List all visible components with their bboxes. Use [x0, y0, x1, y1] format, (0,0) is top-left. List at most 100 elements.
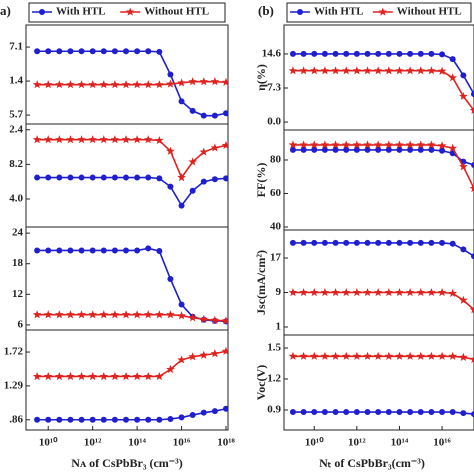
star-marker: [427, 140, 436, 149]
y-tick-label: 18: [12, 257, 24, 269]
y-tick-label: 80: [270, 154, 282, 166]
legend-label: Without HTL: [144, 6, 209, 18]
star-marker: [155, 310, 164, 319]
circle-marker: [89, 48, 96, 55]
star-marker: [448, 143, 457, 152]
circle-marker: [67, 174, 74, 181]
star-marker: [288, 140, 298, 149]
circle-marker: [407, 409, 414, 416]
circle-marker: [471, 411, 474, 418]
panel-label: a): [0, 3, 11, 18]
circle-marker: [211, 112, 218, 119]
star-marker: [437, 66, 447, 75]
circle-marker: [89, 174, 96, 181]
circle-marker: [321, 146, 328, 153]
star-marker: [427, 351, 436, 360]
y-tick-label: .86: [9, 413, 23, 425]
star-marker: [177, 311, 186, 320]
star-marker: [363, 140, 372, 149]
star-marker: [43, 371, 53, 381]
circle-marker: [167, 183, 174, 190]
circle-marker: [200, 409, 207, 416]
star-marker: [121, 80, 131, 89]
star-marker: [299, 288, 308, 297]
star-marker: [309, 288, 319, 297]
star-marker: [459, 91, 468, 101]
y-tick-label: 2.4: [9, 123, 23, 135]
star-marker: [66, 371, 75, 381]
circle-marker: [396, 239, 403, 246]
circle-marker: [189, 107, 196, 114]
star-marker: [132, 135, 142, 144]
circle-marker: [471, 253, 474, 260]
x-tick-label: 10¹²: [84, 437, 102, 449]
star-marker: [32, 310, 42, 319]
star-marker: [166, 79, 175, 88]
circle-marker: [89, 416, 96, 423]
star-marker: [341, 140, 351, 149]
star-marker: [469, 105, 474, 115]
circle-marker: [134, 174, 141, 181]
star-marker: [199, 350, 209, 359]
star-marker: [121, 135, 131, 144]
circle-marker: [417, 50, 424, 57]
circle-marker: [300, 146, 307, 153]
y-tick-label: 60: [270, 187, 282, 199]
star-marker: [77, 310, 86, 319]
star-marker: [43, 310, 53, 319]
circle-marker: [471, 91, 474, 98]
circle-marker: [178, 202, 185, 209]
circle-marker: [428, 409, 435, 416]
circle-marker: [56, 247, 63, 254]
circle-marker: [364, 409, 371, 416]
star-marker: [299, 66, 308, 75]
star-marker: [288, 66, 298, 75]
circle-marker: [343, 50, 350, 57]
circle-marker: [332, 239, 339, 246]
circle-marker: [289, 146, 296, 153]
star-marker: [77, 80, 86, 89]
circle-marker: [311, 239, 318, 246]
star-marker: [143, 135, 153, 144]
star-marker: [77, 135, 86, 144]
circle-marker: [332, 409, 339, 416]
star-marker: [188, 352, 197, 361]
star-marker: [132, 310, 142, 319]
x-tick-label: 10¹⁰: [305, 437, 324, 449]
star-marker: [110, 135, 120, 144]
y-tick-label: 0.9: [267, 403, 281, 415]
star-marker: [143, 80, 153, 89]
star-marker: [210, 77, 220, 86]
circle-marker: [439, 147, 446, 154]
star-marker: [459, 162, 468, 171]
circle-marker: [100, 48, 107, 55]
circle-marker: [439, 409, 446, 416]
star-marker: [395, 351, 404, 360]
star-marker: [341, 288, 351, 297]
star-marker: [341, 66, 351, 75]
y-tick-label: 5.7: [9, 109, 23, 121]
circle-marker: [145, 48, 152, 55]
star-marker: [416, 288, 426, 297]
circle-marker: [439, 239, 446, 246]
circle-marker: [189, 412, 196, 419]
star-marker: [166, 310, 175, 319]
star-marker: [459, 352, 468, 361]
circle-marker: [145, 416, 152, 423]
series-line: [292, 69, 474, 111]
circle-marker: [89, 247, 96, 254]
star-marker: [448, 73, 457, 82]
series-line: [37, 350, 227, 378]
star-marker: [143, 310, 153, 319]
series-line: [37, 247, 227, 323]
star-marker: [320, 140, 330, 149]
star-marker: [309, 351, 319, 360]
star-marker: [378, 7, 388, 16]
circle-marker: [375, 50, 382, 57]
star-marker: [459, 295, 468, 304]
y-axis-label: Jsc(mA/cm²): [254, 250, 268, 315]
plot-area: [32, 245, 228, 325]
series-line: [292, 411, 474, 415]
circle-marker: [375, 146, 382, 153]
star-marker: [143, 371, 153, 381]
